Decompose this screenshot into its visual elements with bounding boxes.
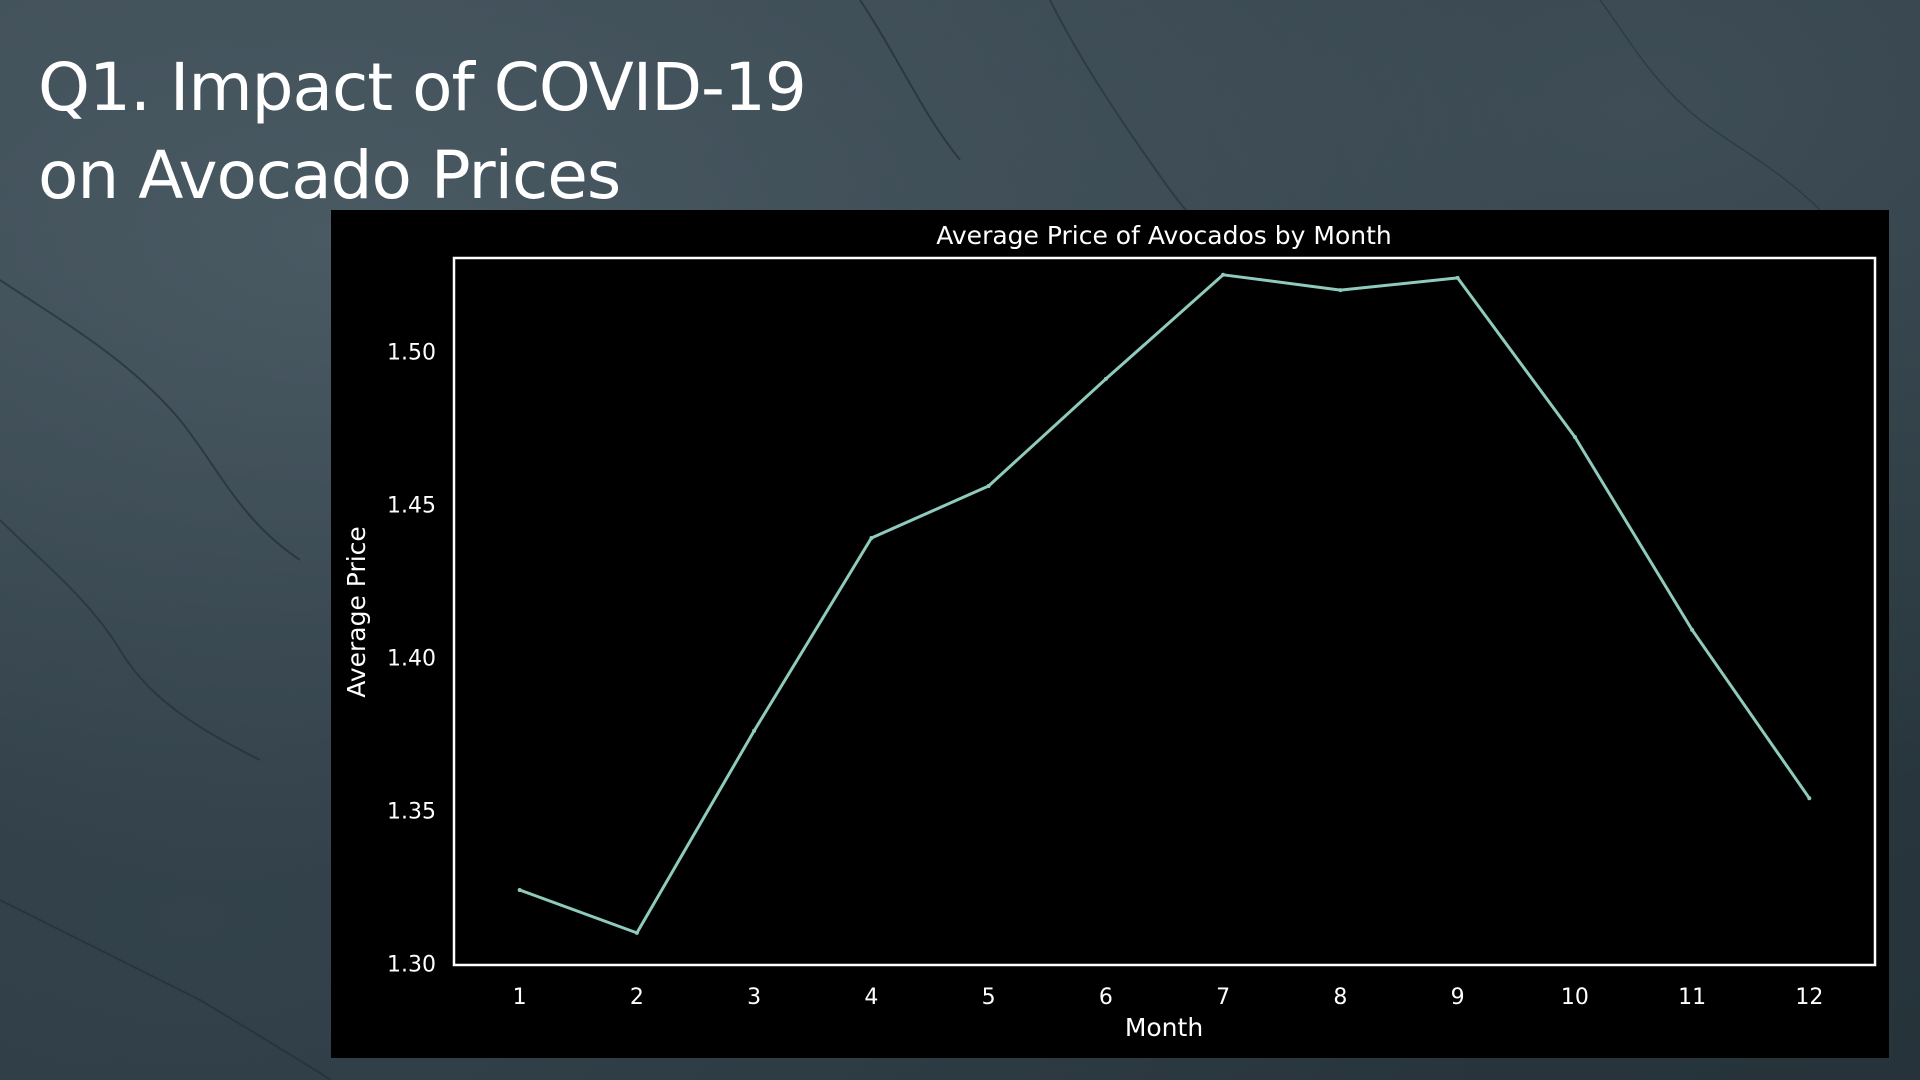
data-point-month-4 bbox=[869, 536, 874, 540]
data-point-month-9 bbox=[1455, 275, 1460, 280]
data-point-month-7 bbox=[1221, 272, 1226, 277]
x-tick-label: 7 bbox=[1216, 985, 1230, 1010]
x-axis-ticks: 1 2 3 4 5 6 7 8 9 10 11 12 bbox=[513, 985, 1824, 1010]
x-tick-label: 4 bbox=[864, 985, 878, 1010]
line-chart: Average Price of Avocados by Month 1.301… bbox=[342, 221, 1877, 1042]
data-point-month-8 bbox=[1338, 288, 1343, 293]
data-point-month-6 bbox=[1103, 376, 1108, 381]
y-tick-label: 1.30 bbox=[387, 952, 436, 977]
x-tick-label: 2 bbox=[630, 985, 644, 1010]
data-point-month-5 bbox=[986, 484, 991, 488]
x-tick-label: 6 bbox=[1099, 985, 1113, 1010]
data-point-month-12 bbox=[1807, 796, 1812, 801]
x-tick-label: 5 bbox=[982, 985, 996, 1010]
slide-title-line-2: on Avocado Prices bbox=[38, 137, 621, 214]
x-tick-label: 12 bbox=[1795, 985, 1823, 1010]
x-tick-label: 9 bbox=[1451, 985, 1465, 1010]
slide-title-line-1: Q1. Impact of COVID-19 bbox=[38, 49, 807, 126]
data-points bbox=[517, 272, 1812, 935]
chart-panel: Average Price of Avocados by Month 1.30 1… bbox=[331, 210, 1889, 1058]
x-tick-label: 11 bbox=[1678, 985, 1706, 1010]
series-line-average-price bbox=[518, 273, 1811, 935]
x-tick-label: 1 bbox=[513, 985, 527, 1010]
chart-title: Average Price of Avocados by Month bbox=[936, 221, 1391, 250]
x-tick-label: 10 bbox=[1561, 985, 1589, 1010]
y-tick-label: 1.35 bbox=[387, 799, 436, 824]
slide-title: Q1. Impact of COVID-19 on Avocado Prices bbox=[38, 44, 807, 220]
plot-area-frame bbox=[452, 256, 1877, 967]
data-point-month-3 bbox=[752, 728, 757, 733]
data-point-month-10 bbox=[1572, 435, 1577, 439]
y-axis-label: Average Price bbox=[342, 526, 371, 698]
y-tick-label: 1.40 bbox=[387, 646, 436, 671]
x-axis-label: Month bbox=[1125, 1013, 1203, 1042]
y-tick-label: 1.50 bbox=[387, 340, 436, 365]
y-axis-ticks: 1.30 1.35 1.40 1.45 1.50 bbox=[387, 340, 436, 977]
data-point-month-1 bbox=[517, 888, 522, 892]
x-tick-label: 3 bbox=[747, 985, 761, 1010]
data-point-month-2 bbox=[634, 930, 639, 935]
y-tick-label: 1.45 bbox=[387, 493, 436, 518]
data-point-month-11 bbox=[1690, 627, 1695, 632]
x-tick-label: 8 bbox=[1333, 985, 1347, 1010]
